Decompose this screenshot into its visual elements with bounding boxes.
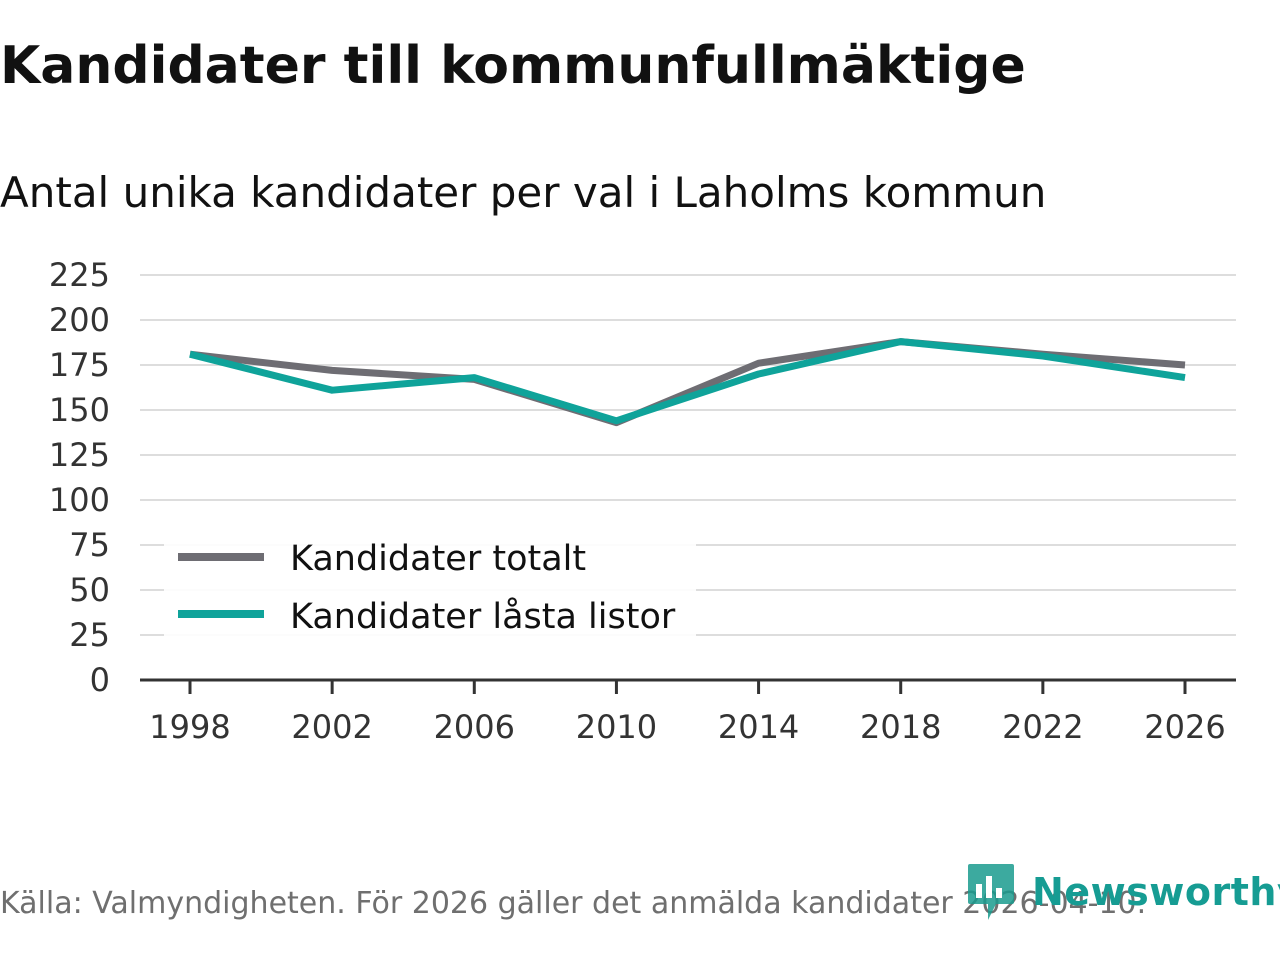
x-tick-label: 2002 [291, 708, 372, 746]
y-tick-label: 100 [49, 481, 110, 519]
y-tick-label: 175 [49, 346, 110, 384]
legend-label-total: Kandidater totalt [290, 539, 586, 579]
series-layer [189, 338, 1186, 427]
source-note: Källa: Valmyndigheten. För 2026 gäller d… [0, 886, 1147, 921]
x-axis-ticks: 1998 2002 2006 2010 2014 2018 2022 2026 [149, 680, 1226, 746]
x-tick-label: 2018 [860, 708, 941, 746]
y-tick-label: 150 [49, 391, 110, 429]
x-tick-label: 2026 [1144, 708, 1225, 746]
chart-subtitle: Antal unika kandidater per val i Laholms… [0, 168, 1047, 217]
brand: Newsworthy [966, 862, 1280, 922]
chart-title: Kandidater till kommunfullmäktige [0, 36, 1026, 96]
y-axis-ticks: 0 25 50 75 100 125 150 175 200 225 [49, 256, 110, 699]
y-tick-label: 0 [90, 661, 110, 699]
y-tick-label: 225 [49, 256, 110, 294]
y-tick-label: 50 [69, 571, 110, 609]
y-tick-label: 200 [49, 301, 110, 339]
brand-name: Newsworthy [1032, 870, 1280, 914]
y-tick-label: 125 [49, 436, 110, 474]
series-line-locked [189, 338, 1186, 425]
x-tick-label: 2022 [1002, 708, 1083, 746]
bar-chart-pin-icon [968, 864, 1014, 920]
x-tick-label: 1998 [149, 708, 230, 746]
y-tick-label: 25 [69, 616, 110, 654]
x-tick-label: 2014 [718, 708, 799, 746]
x-tick-label: 2010 [576, 708, 657, 746]
legend: Kandidater totalt Kandidater låsta listo… [164, 528, 696, 637]
legend-label-locked: Kandidater låsta listor [290, 596, 676, 637]
x-tick-label: 2006 [434, 708, 515, 746]
y-tick-label: 75 [69, 526, 110, 564]
